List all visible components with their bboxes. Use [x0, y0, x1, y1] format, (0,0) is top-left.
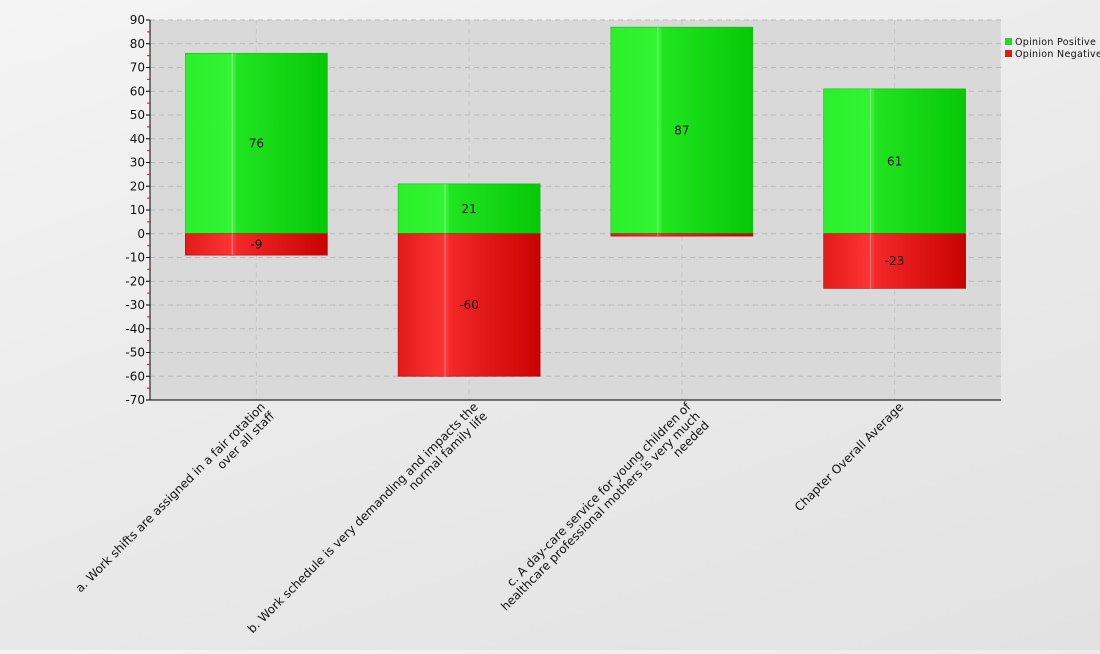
x-category-label-line: c. A day-care service for young children…: [504, 399, 694, 589]
y-tick-label: 50: [130, 108, 145, 122]
y-tick-label: -20: [125, 274, 145, 288]
y-tick-label: -30: [125, 298, 145, 312]
data-label-negative: -23: [885, 254, 905, 268]
y-tick-label: -70: [125, 393, 145, 407]
y-tick-label: -40: [125, 322, 145, 336]
y-tick-label: 0: [137, 227, 145, 241]
x-category-label-line: healthcare professional mothers is very …: [498, 409, 703, 614]
y-tick-label: 10: [130, 203, 145, 217]
y-tick-label: -10: [125, 251, 145, 265]
x-category-label-line: b. Work schedule is very demanding and i…: [245, 400, 481, 636]
legend-swatch: [1005, 50, 1012, 57]
bar-positive: [823, 88, 966, 235]
data-label-positive: 87: [674, 123, 689, 137]
y-tick-label: 20: [130, 179, 145, 193]
data-label-negative: -9: [250, 237, 262, 251]
bar-negative: [397, 233, 541, 377]
x-category-label-line: Chapter Overall Average: [792, 400, 906, 514]
y-tick-label: 30: [130, 156, 145, 170]
x-category-label-line: a. Work shifts are assigned in a fair ro…: [73, 400, 268, 595]
x-category-label: Chapter Overall Average: [792, 400, 906, 514]
x-category-label: c. A day-care service for young children…: [498, 399, 712, 614]
y-tick-label: 40: [130, 132, 145, 146]
data-label-positive: 21: [461, 202, 476, 216]
data-label-negative: -60: [459, 298, 479, 312]
y-tick-label: -50: [125, 346, 145, 360]
bar-positive: [610, 26, 754, 235]
y-tick-label: -60: [125, 369, 145, 383]
x-category-label: a. Work shifts are assigned in a fair ro…: [73, 400, 278, 595]
legend-label: Opinion Positive: [1015, 37, 1096, 48]
bar-positive: [185, 52, 328, 235]
y-tick-label: 90: [130, 13, 145, 27]
data-label-positive: 61: [887, 154, 902, 168]
bar-negative: [823, 233, 966, 289]
y-tick-label: 80: [130, 37, 145, 51]
x-category-label: b. Work schedule is very demanding and i…: [245, 400, 490, 636]
y-tick-label: 70: [130, 61, 145, 75]
legend-swatch: [1005, 38, 1012, 45]
bar-negative: [610, 233, 754, 237]
y-tick-label: 60: [130, 84, 145, 98]
bar-negative: [185, 233, 328, 256]
legend-label: Opinion Negative: [1015, 49, 1100, 60]
data-label-positive: 76: [249, 137, 264, 151]
